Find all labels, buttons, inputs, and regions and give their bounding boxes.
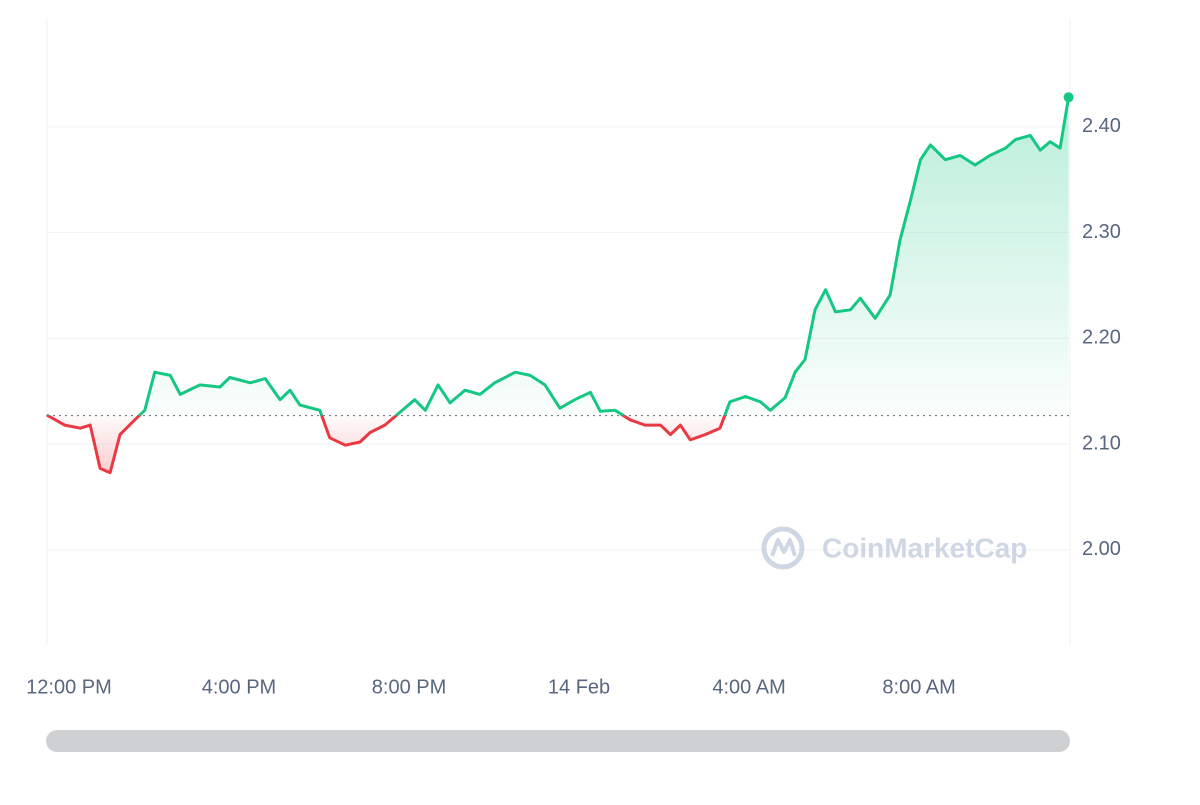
x-tick-label: 4:00 PM xyxy=(202,676,276,698)
y-tick-label: 2.20 xyxy=(1082,327,1121,349)
x-tick-label: 8:00 AM xyxy=(882,676,955,698)
y-tick-label: 2.10 xyxy=(1082,432,1121,454)
x-tick-label: 4:00 AM xyxy=(712,676,785,698)
y-tick-label: 2.30 xyxy=(1082,221,1121,243)
x-tick-label: 12:00 PM xyxy=(26,676,112,698)
x-tick-label: 14 Feb xyxy=(548,676,610,698)
watermark-text: CoinMarketCap xyxy=(822,532,1027,563)
y-tick-label: 2.40 xyxy=(1082,115,1121,137)
watermark: CoinMarketCap xyxy=(761,526,1027,570)
grid xyxy=(47,126,1070,551)
area xyxy=(47,97,1069,473)
x-tick-label: 8:00 PM xyxy=(372,676,446,698)
scrollbar[interactable] xyxy=(46,730,1070,752)
price-line xyxy=(46,95,1071,475)
plot xyxy=(46,92,1074,475)
y-tick-label: 2.00 xyxy=(1082,538,1121,560)
watermark-logo xyxy=(761,526,805,570)
watermark-logo-mark xyxy=(770,538,797,557)
last-point xyxy=(1063,92,1074,103)
